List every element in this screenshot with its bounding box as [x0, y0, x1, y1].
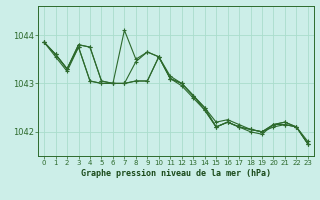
X-axis label: Graphe pression niveau de la mer (hPa): Graphe pression niveau de la mer (hPa) — [81, 169, 271, 178]
